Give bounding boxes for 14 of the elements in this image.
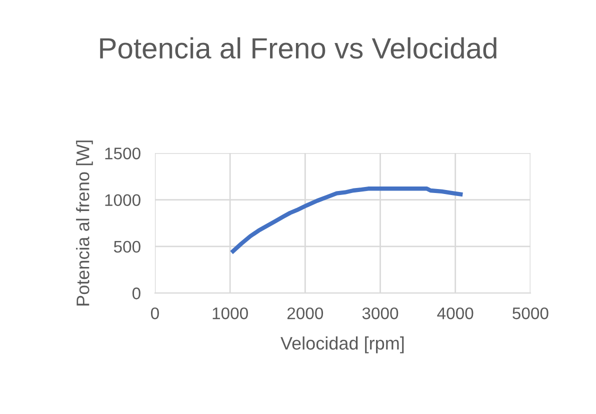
y-tick-label: 1500 <box>105 148 140 160</box>
x-tick-label: 2000 <box>287 307 324 320</box>
x-tick-label: 0 <box>150 307 159 320</box>
x-tick-label: 5000 <box>512 307 548 320</box>
line-series <box>230 186 463 254</box>
x-axis-title: Velocidad [rpm] <box>280 336 404 354</box>
x-tick-label: 1000 <box>212 307 248 320</box>
y-tick-label: 500 <box>114 240 140 253</box>
x-tick-label: 4000 <box>437 307 474 320</box>
y-axis-title: Potencia al freno [W] <box>76 140 93 306</box>
x-tick-label: 3000 <box>362 307 398 320</box>
y-tick-label: 0 <box>132 288 140 300</box>
y-tick-label: 1000 <box>105 194 140 206</box>
chart-title: Potencia al Freno vs Velocidad <box>100 37 496 59</box>
